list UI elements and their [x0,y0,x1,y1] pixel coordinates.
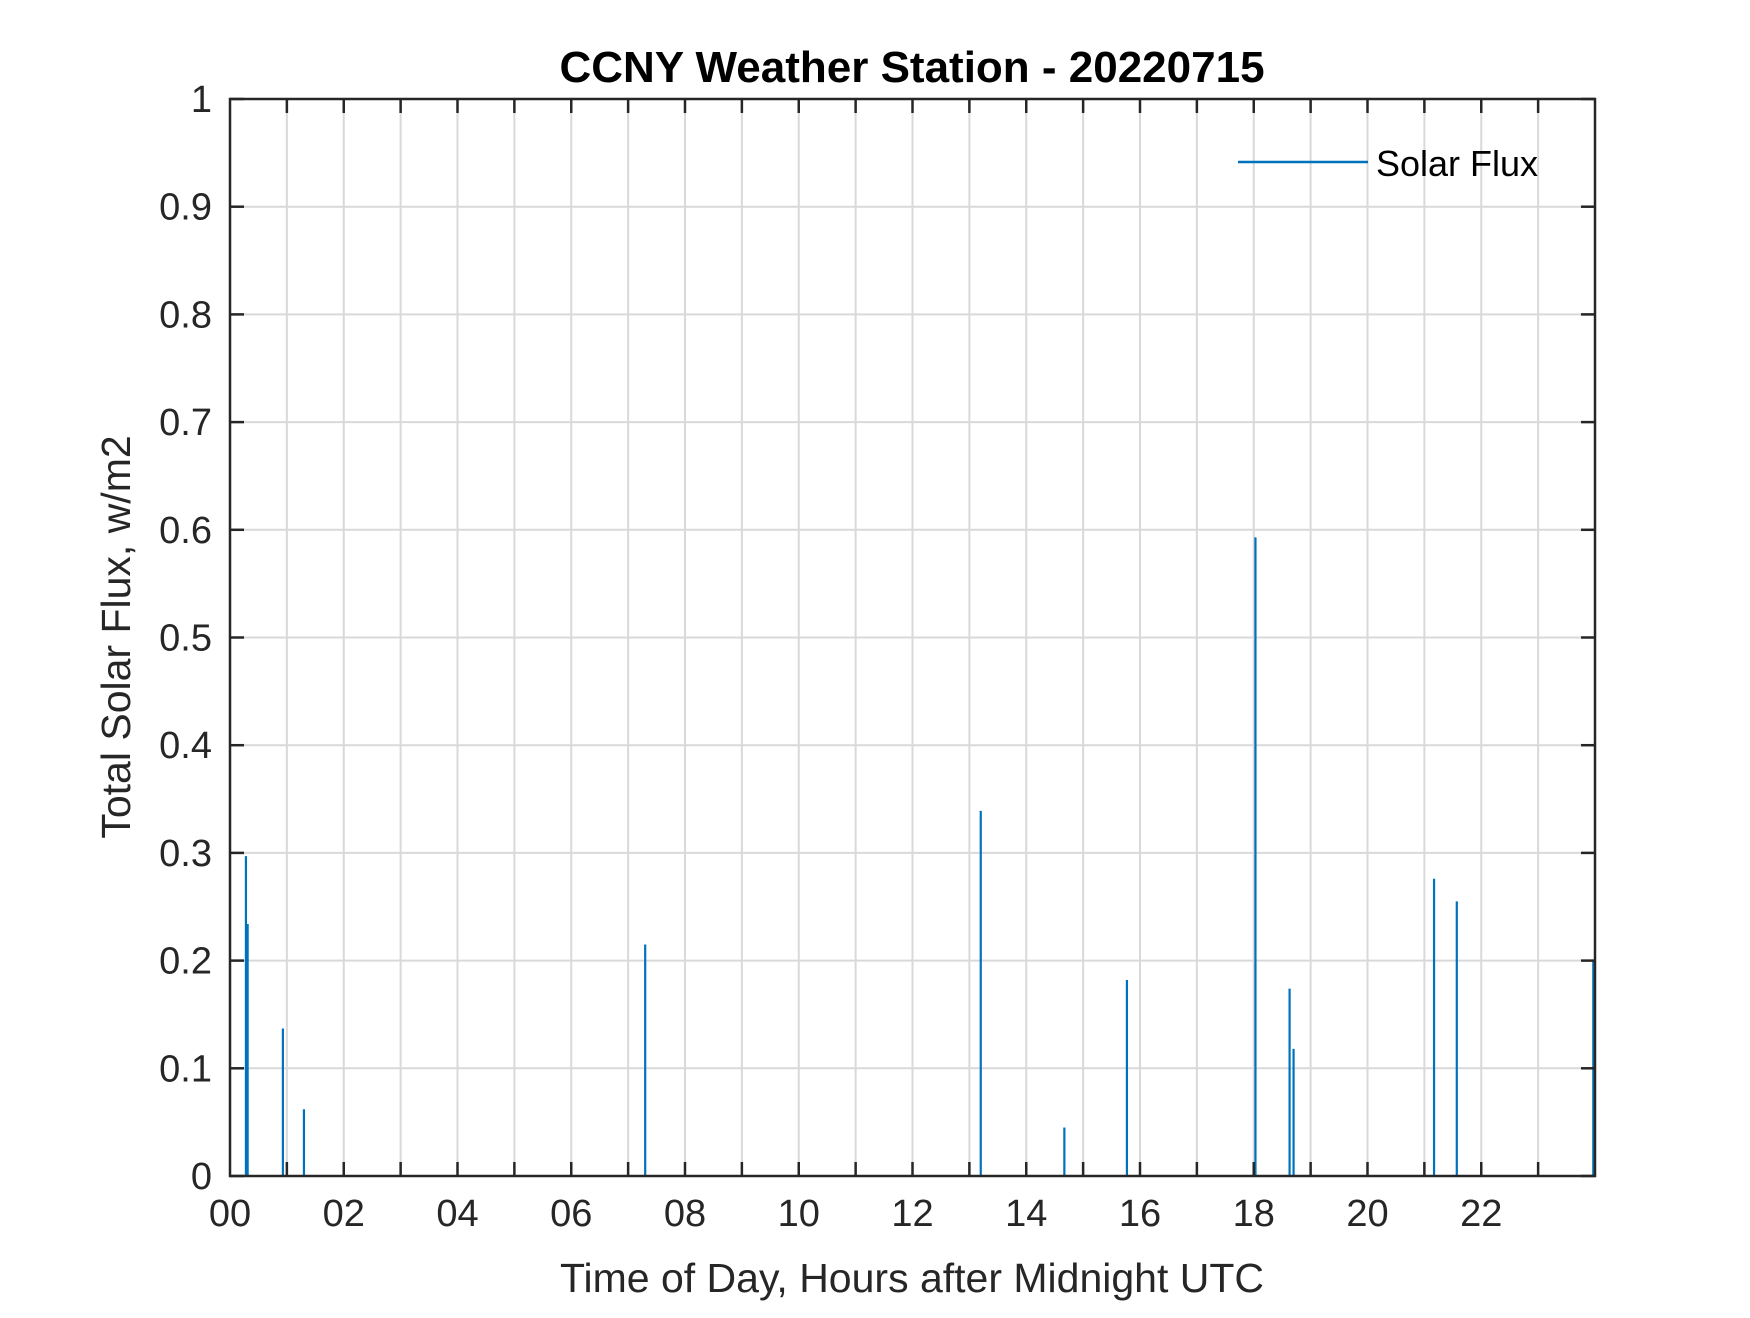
y-tick-label: 0.9 [159,187,212,229]
x-tick-label: 14 [1005,1193,1047,1235]
x-tick-label: 22 [1460,1193,1502,1235]
y-tick-label: 0.1 [159,1048,212,1090]
x-tick-label: 08 [664,1193,706,1235]
y-tick-label: 1 [191,79,212,121]
x-tick-label: 16 [1119,1193,1161,1235]
legend-label: Solar Flux [1376,143,1538,184]
x-tick-labels: 00 02 04 06 08 10 12 14 16 18 20 22 [209,1193,1503,1235]
x-tick-label: 04 [436,1193,478,1235]
y-tick-label: 0.4 [159,725,212,767]
grid-lines [230,99,1595,1176]
y-tick-label: 0.3 [159,833,212,875]
series-solar-flux [244,537,1595,1176]
chart-title: CCNY Weather Station - 20220715 [559,43,1264,92]
y-tick-label: 0.5 [159,618,212,660]
x-axis-label: Time of Day, Hours after Midnight UTC [560,1255,1264,1301]
y-tick-label: 0.2 [159,941,212,983]
x-tick-label: 06 [550,1193,592,1235]
x-tick-label: 10 [778,1193,820,1235]
legend: Solar Flux [1238,143,1538,184]
y-tick-label: 0.8 [159,294,212,336]
x-tick-label: 00 [209,1193,251,1235]
x-tick-label: 20 [1346,1193,1388,1235]
x-tick-label: 18 [1233,1193,1275,1235]
y-tick-labels: 0 0.1 0.2 0.3 0.4 0.5 0.6 0.7 0.8 0.9 1 [159,79,212,1198]
y-tick-label: 0.6 [159,510,212,552]
y-tick-label: 0 [191,1156,212,1198]
y-axis-label: Total Solar Flux, w/m2 [93,435,139,838]
x-tick-label: 12 [891,1193,933,1235]
y-tick-label: 0.7 [159,402,212,444]
tick-marks [230,97,1595,1178]
x-tick-label: 02 [323,1193,365,1235]
